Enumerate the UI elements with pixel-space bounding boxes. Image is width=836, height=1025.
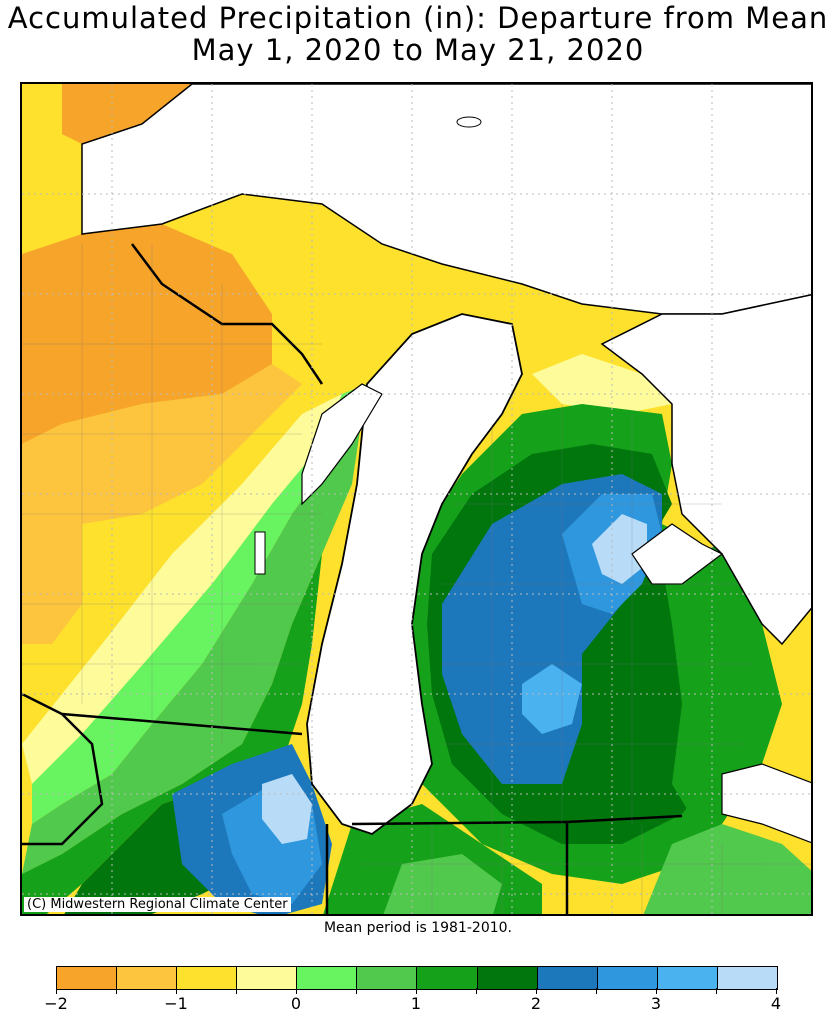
mn-wi-border: [22, 692, 104, 846]
legend-swatch: [417, 967, 478, 989]
zone-blue-mid: [522, 664, 582, 734]
legend-tick: [176, 988, 177, 994]
legend-label: 3: [650, 994, 662, 1013]
legend-swatch: [177, 967, 238, 989]
legend-swatch: [537, 967, 598, 989]
legend-label: 1: [410, 994, 422, 1013]
legend-tick: [56, 988, 57, 994]
zone-mid-green: [22, 384, 367, 874]
legend-swatch: [657, 967, 718, 989]
legend-swatch: [357, 967, 418, 989]
legend-label: −2: [44, 994, 68, 1013]
graticule: [22, 84, 811, 914]
zone-pale-yellow: [22, 394, 342, 784]
legend-tick: [596, 988, 597, 994]
legend-swatch: [477, 967, 538, 989]
legend-tick: [296, 988, 297, 994]
legend-tick: [776, 988, 777, 994]
legend-swatch: [117, 967, 178, 989]
zone-ohio-light: [383, 854, 502, 914]
mi-oh-border: [566, 814, 683, 824]
zone-se-light: [643, 824, 811, 914]
zone-lower-left-orange: [22, 524, 82, 644]
legend-label: −1: [164, 994, 188, 1013]
zone-orange-dark: [22, 224, 272, 444]
wi-mi-border: [131, 243, 324, 385]
wi-il-border: [61, 712, 303, 736]
isle-royale-lake: [456, 116, 482, 128]
legend-swatch: [57, 967, 118, 989]
zone-orange-light: [22, 364, 302, 534]
legend-label: 2: [530, 994, 542, 1013]
map-title: Accumulated Precipitation (in): Departur…: [7, 1, 829, 35]
legend-swatch: [597, 967, 658, 989]
zone-se-green: [662, 544, 762, 834]
legend-tick: [116, 988, 117, 994]
legend-tick: [536, 988, 537, 994]
zone-light-blue-sw: [262, 774, 312, 844]
color-legend: [56, 966, 778, 990]
lake-winnebago: [254, 531, 266, 575]
map-subtitle: May 1, 2020 to May 21, 2020: [191, 33, 645, 67]
legend-tick: [656, 988, 657, 994]
mean-period-note: Mean period is 1981-2010.: [323, 920, 513, 936]
lake-st-clair: [721, 763, 811, 844]
precipitation-map: [20, 82, 813, 916]
in-mi-border: [351, 820, 568, 826]
legend-tick: [416, 988, 417, 994]
legend-tick: [716, 988, 717, 994]
zone-light-blue: [592, 514, 647, 584]
credit-text: (C) Midwestern Regional Climate Center: [24, 897, 291, 912]
lake-michigan: [306, 313, 523, 836]
green-bay: [301, 383, 383, 506]
legend-swatch: [297, 967, 358, 989]
legend-swatch: [237, 967, 298, 989]
county-lines: [22, 244, 811, 914]
legend-label: 4: [770, 994, 782, 1013]
zone-green: [22, 554, 322, 914]
zone-nw-corner: [62, 84, 192, 144]
legend-swatch: [717, 967, 777, 989]
legend-tick: [236, 988, 237, 994]
zone-pale-yellow-north-lp: [532, 354, 672, 414]
legend-ticks: [56, 988, 777, 996]
legend-tick: [356, 988, 357, 994]
legend-label: 0: [290, 994, 302, 1013]
legend-tick: [476, 988, 477, 994]
